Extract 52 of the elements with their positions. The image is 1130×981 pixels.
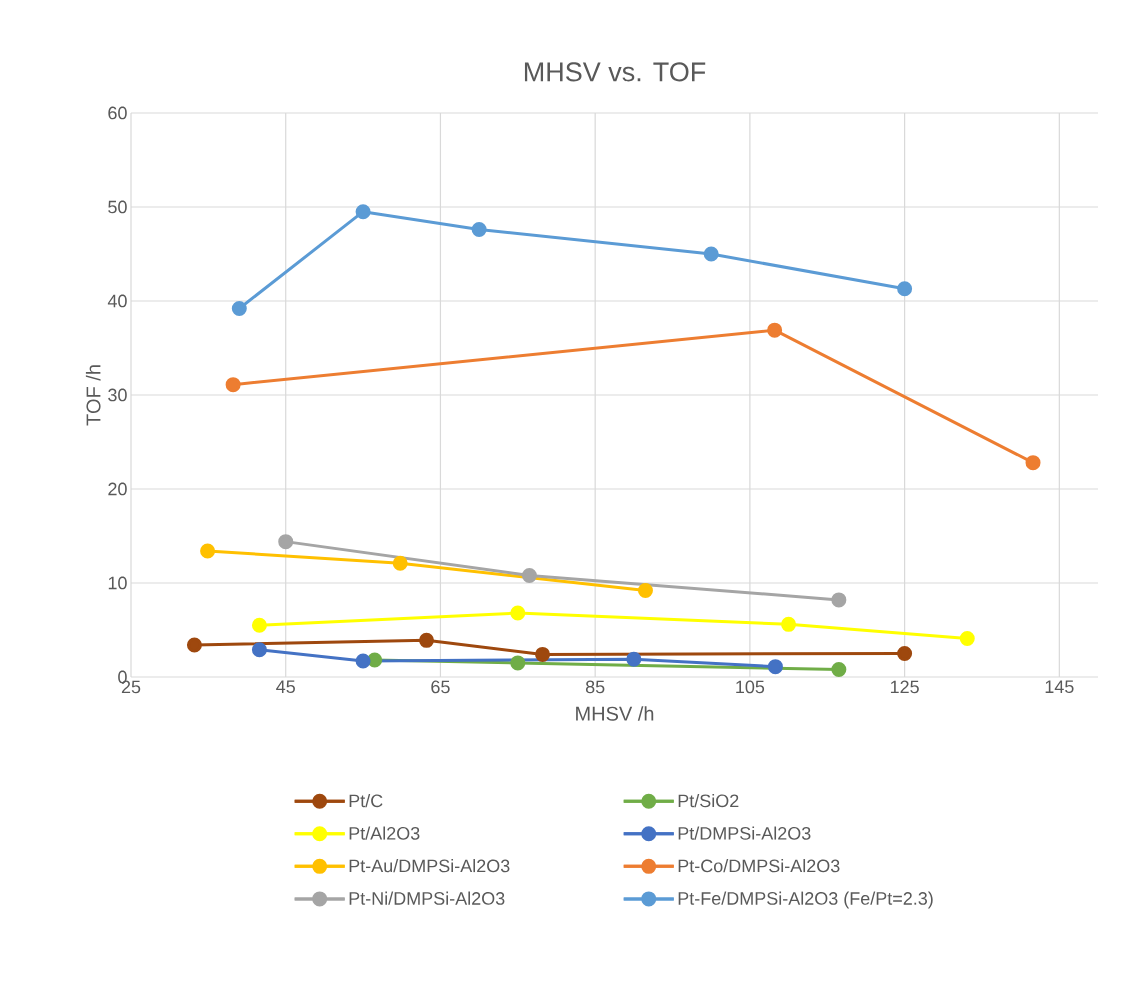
point [831,592,847,608]
y-tick-label: 10 [108,576,127,590]
point [231,301,247,317]
point [186,637,202,653]
legend-label: Pt-Fe/DMPSi-Al2O3 (Fe/Pt=2.3) [678,891,933,909]
point [1025,455,1041,471]
y-tick-label: 50 [108,200,127,214]
legend-label: Pt-Au/DMPSi-Al2O3 [349,859,510,873]
legend-label: Pt/C [349,793,383,808]
point [510,655,526,671]
x-tick-label: 105 [736,680,765,694]
point [367,652,383,668]
point [355,653,371,669]
point [251,642,267,658]
y-axis-title: TOF /h [85,365,101,426]
point [959,630,975,646]
point [897,281,913,297]
y-tick-label: 30 [108,388,127,402]
point [767,322,783,338]
x-tick-label: 45 [276,680,295,694]
point [831,661,847,677]
point [355,204,371,220]
x-tick-label: 85 [585,680,605,694]
chart-title: MHSV vs. TOF [524,62,706,82]
legend-label: Pt-Co/DMPSi-Al2O3 [678,859,840,873]
point [225,377,241,393]
x-tick-label: 65 [431,680,450,694]
point [703,246,719,262]
point [897,645,913,661]
point [626,651,642,667]
y-tick-label: 60 [108,106,127,120]
point [419,632,435,648]
point [637,583,653,599]
legend-label: Pt/DMPSi-Al2O3 [678,826,811,840]
point [521,567,537,583]
x-axis-title: MHSV /h [576,706,654,721]
point [251,617,267,633]
point [767,659,783,675]
y-tick-label: 40 [107,294,127,308]
x-tick-label: 125 [890,680,919,694]
point [278,534,294,550]
point [392,555,408,571]
x-tick-label: 145 [1045,680,1074,694]
y-tick-label: 20 [108,482,127,496]
point [200,543,216,559]
point [781,616,797,632]
legend-label: Pt/Al2O3 [349,826,420,840]
point [535,646,551,662]
legend-label: Pt-Ni/DMPSi-Al2O3 [349,891,505,905]
point [510,605,526,621]
point [471,222,487,238]
legend-label: Pt/SiO2 [678,793,739,808]
